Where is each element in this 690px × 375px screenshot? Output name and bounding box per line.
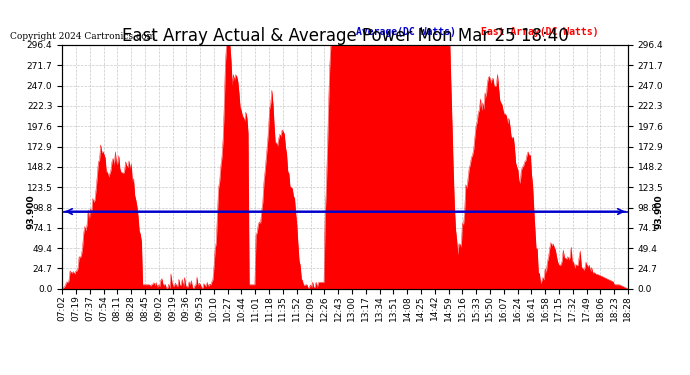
Title: East Array Actual & Average Power Mon Mar 25 18:40: East Array Actual & Average Power Mon Ma… [121,27,569,45]
Text: Average(DC Watts): Average(DC Watts) [356,27,456,37]
Text: 93.900: 93.900 [655,194,664,229]
Text: 93.900: 93.900 [26,194,35,229]
Text: East Array(DC Watts): East Array(DC Watts) [481,27,598,37]
Text: Copyright 2024 Cartronics.com: Copyright 2024 Cartronics.com [10,32,156,41]
